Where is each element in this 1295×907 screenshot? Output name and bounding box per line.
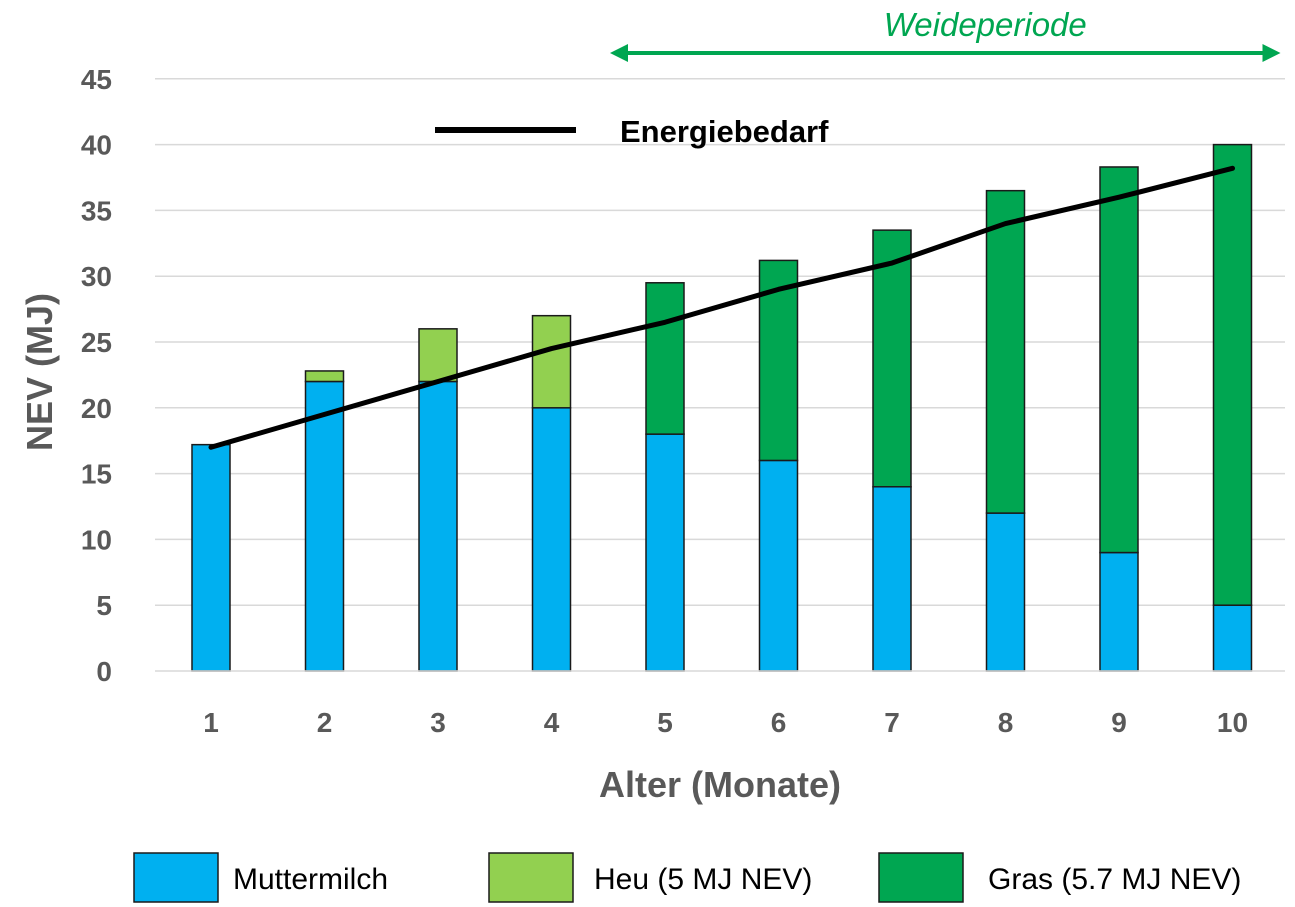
x-axis-ticks: 1 2 3 4 5 6 7 8 9 10 bbox=[203, 707, 1248, 738]
bar-segment-gras bbox=[1099, 166, 1139, 554]
legend-label: Muttermilch bbox=[233, 863, 388, 896]
bar-segment-gras bbox=[872, 229, 912, 488]
bar-segment-muttermilch bbox=[191, 443, 231, 672]
bar-segment-gras bbox=[645, 282, 685, 435]
y-tick-label: 40 bbox=[81, 130, 112, 161]
y-axis-ticks: 0 5 10 15 20 25 30 35 40 45 bbox=[81, 64, 112, 687]
y-tick-label: 20 bbox=[81, 393, 112, 424]
line-legend: Energiebedarf bbox=[435, 114, 829, 149]
legend-label: Heu (5 MJ NEV) bbox=[594, 863, 812, 896]
x-tick-label: 8 bbox=[998, 707, 1014, 738]
grazing-period-annotation: Weideperiode bbox=[610, 6, 1281, 62]
line-legend-label: Energiebedarf bbox=[620, 114, 829, 149]
x-tick-label: 10 bbox=[1217, 707, 1248, 738]
y-tick-label: 15 bbox=[81, 459, 112, 490]
bar-segment-heu bbox=[418, 328, 458, 383]
bar-segment-muttermilch bbox=[531, 407, 572, 672]
x-tick-label: 9 bbox=[1111, 707, 1127, 738]
y-tick-label: 25 bbox=[81, 327, 112, 358]
x-tick-label: 6 bbox=[771, 707, 787, 738]
bar-segment-muttermilch bbox=[645, 433, 685, 672]
y-tick-label: 35 bbox=[81, 195, 112, 226]
legend-label: Gras (5.7 MJ NEV) bbox=[988, 863, 1241, 896]
y-tick-label: 45 bbox=[81, 64, 112, 95]
bar-segment-gras bbox=[1212, 143, 1253, 606]
y-tick-label: 30 bbox=[81, 261, 112, 292]
bar-segment-muttermilch bbox=[418, 380, 458, 672]
arrowhead-right-icon bbox=[1262, 44, 1281, 62]
x-tick-label: 5 bbox=[657, 707, 673, 738]
x-tick-label: 7 bbox=[884, 707, 900, 738]
bar-segment-muttermilch bbox=[1212, 604, 1253, 672]
x-tick-label: 2 bbox=[317, 707, 333, 738]
bar-segment-muttermilch bbox=[1099, 551, 1139, 672]
legend-swatch bbox=[133, 852, 219, 903]
y-axis-title: NEV (MJ) bbox=[19, 293, 60, 451]
bars bbox=[191, 143, 1253, 672]
arrowhead-left-icon bbox=[610, 44, 628, 62]
legend: Muttermilch Heu (5 MJ NEV) Gras (5.7 MJ NE… bbox=[133, 852, 1241, 903]
bar-segment-muttermilch bbox=[872, 486, 912, 672]
bar-segment-heu bbox=[531, 314, 572, 409]
legend-swatch bbox=[878, 852, 964, 903]
x-tick-label: 4 bbox=[544, 707, 560, 738]
legend-swatch bbox=[488, 852, 574, 903]
energy-line-layer bbox=[208, 165, 1235, 450]
bar-segment-muttermilch bbox=[304, 380, 345, 672]
bar-segment-muttermilch bbox=[985, 512, 1026, 672]
bar-segment-heu bbox=[304, 370, 345, 383]
x-tick-label: 1 bbox=[203, 707, 219, 738]
y-tick-label: 0 bbox=[96, 656, 112, 687]
y-tick-label: 10 bbox=[81, 524, 112, 555]
grazing-period-label: Weideperiode bbox=[884, 6, 1087, 43]
x-axis-title: Alter (Monate) bbox=[599, 764, 841, 805]
y-tick-label: 5 bbox=[96, 590, 112, 621]
bar-segment-muttermilch bbox=[758, 459, 799, 672]
x-tick-label: 3 bbox=[430, 707, 446, 738]
energy-demand-line bbox=[208, 165, 1235, 450]
bar-segment-gras bbox=[985, 189, 1026, 514]
